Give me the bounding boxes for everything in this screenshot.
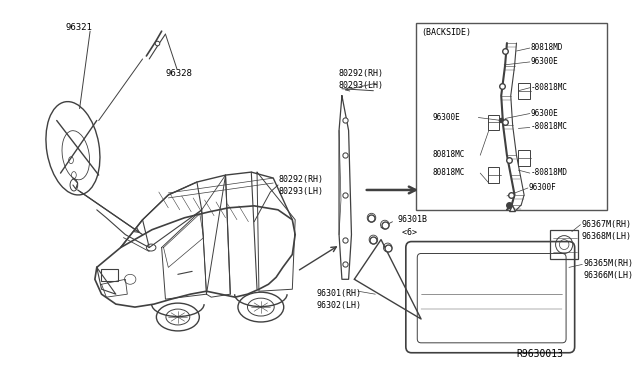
Text: 96365M(RH): 96365M(RH) [583, 259, 633, 269]
Text: 80293(LH): 80293(LH) [338, 81, 383, 90]
Bar [518, 83, 530, 99]
Text: 80292(RH): 80292(RH) [338, 69, 383, 78]
Text: 96366M(LH): 96366M(LH) [583, 271, 633, 280]
Text: 96300E: 96300E [433, 113, 460, 122]
Text: 96301(RH): 96301(RH) [316, 289, 361, 298]
Text: 96302(LH): 96302(LH) [316, 301, 361, 310]
Text: 80293(LH): 80293(LH) [278, 187, 323, 196]
Text: 80818MC: 80818MC [433, 168, 465, 177]
Text: <6>: <6> [397, 228, 417, 237]
Bar [550, 230, 579, 259]
Text: -80818MC: -80818MC [531, 83, 568, 92]
Bar [488, 167, 499, 183]
Bar [416, 23, 607, 210]
Bar [518, 150, 530, 166]
Text: 80818MD: 80818MD [531, 43, 563, 52]
Text: 96301B: 96301B [397, 215, 428, 224]
Text: 96321: 96321 [65, 23, 92, 32]
Text: R9630013: R9630013 [516, 349, 563, 359]
Bar [100, 269, 118, 281]
Text: 96368M(LH): 96368M(LH) [581, 232, 631, 241]
Text: 96300F: 96300F [529, 183, 557, 192]
Text: 96300E: 96300E [531, 109, 559, 118]
Text: 96328: 96328 [166, 69, 193, 78]
Bar [488, 115, 499, 131]
Text: -80818MC: -80818MC [531, 122, 568, 131]
Text: -80818MD: -80818MD [531, 168, 568, 177]
Text: 80818MC: 80818MC [433, 150, 465, 159]
Text: 80292(RH): 80292(RH) [278, 175, 323, 184]
Text: (BACKSIDE): (BACKSIDE) [421, 28, 471, 37]
Text: 96300E: 96300E [531, 57, 559, 66]
Text: 96367M(RH): 96367M(RH) [581, 220, 631, 229]
